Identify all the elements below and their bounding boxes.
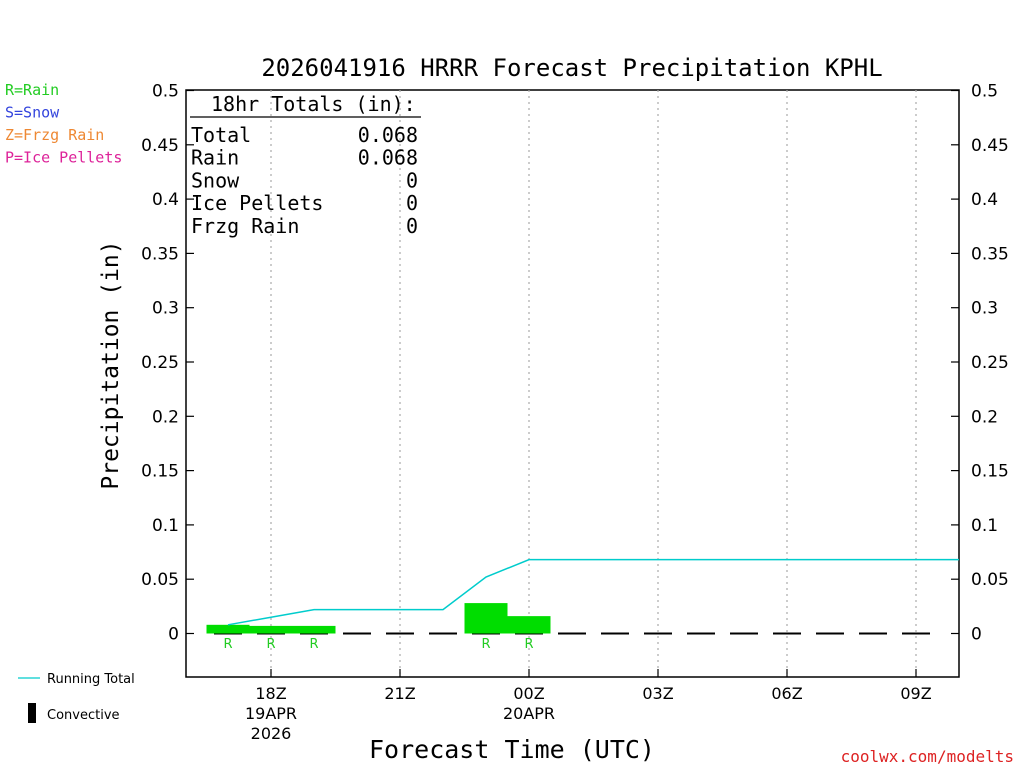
y-tick-label-right: 0.2 <box>971 407 998 427</box>
x-tick-label: 03Z <box>642 684 673 703</box>
bar-type-label: R <box>223 637 232 652</box>
credit-link[interactable]: coolwx.com/modelts <box>841 747 1014 766</box>
totals-row-label: Ice Pellets <box>191 191 323 215</box>
y-tick-label-left: 0.1 <box>152 516 179 536</box>
convective-legend-label: Convective <box>47 708 120 723</box>
precip-bar <box>206 624 250 634</box>
y-tick-label-left: 0.2 <box>152 407 179 427</box>
totals-row-label: Frzg Rain <box>191 214 299 238</box>
y-axis-right: 0.5 0.45 0.4 0.35 0.3 0.25 0.2 0.15 0.1 0.05 0 <box>951 82 1009 645</box>
y-tick-label-right: 0 <box>971 625 982 645</box>
y-tick-label-right: 0.1 <box>971 516 998 536</box>
x-tick-label: 06Z <box>771 684 802 703</box>
x-tick-label: 00Z <box>513 684 544 703</box>
y-tick-label-right: 0.5 <box>971 82 998 102</box>
convective-legend-swatch <box>28 703 36 723</box>
totals-row-value: 0 <box>406 214 418 238</box>
bar-type-label: R <box>524 637 533 652</box>
x-tick-label: 21Z <box>384 684 415 703</box>
precip-type-legend-item: Z=Frzg Rain <box>5 126 104 144</box>
y-tick-label-left: 0 <box>168 625 179 645</box>
precip-type-legend-item: R=Rain <box>5 81 59 99</box>
y-tick-label-right: 0.35 <box>971 244 1009 264</box>
totals-box: 18hr Totals (in): Total 0.068 Rain 0.068 Sno… <box>190 92 421 238</box>
precip-bar <box>249 625 293 634</box>
x-axis-title: Forecast Time (UTC) <box>369 735 655 764</box>
totals-row-value: 0.068 <box>358 123 418 147</box>
totals-row-value: 0 <box>406 168 418 192</box>
y-tick-label-left: 0.35 <box>141 244 179 264</box>
totals-row-label: Rain <box>191 146 239 170</box>
y-axis-title: Precipitation (in) <box>98 240 124 489</box>
bottom-legend: Running Total Convective <box>18 672 135 723</box>
precip-bar <box>464 603 508 634</box>
totals-heading: 18hr Totals (in): <box>211 92 416 116</box>
running-total-series <box>227 558 959 626</box>
x-tick-label: 09Z <box>900 684 931 703</box>
precip-bar <box>507 616 551 634</box>
precip-type-legend-item: S=Snow <box>5 104 60 122</box>
y-tick-label-left: 0.25 <box>141 353 179 373</box>
totals-row-label: Total <box>191 123 251 147</box>
vertical-gridlines <box>270 90 917 677</box>
precip-type-legend: R=Rain S=Snow Z=Frzg Rain P=Ice Pellets <box>5 81 122 167</box>
y-tick-label-right: 0.3 <box>971 299 998 319</box>
bar-type-label: R <box>309 637 318 652</box>
running-total-legend-label: Running Total <box>47 672 135 687</box>
precip-type-legend-item: P=Ice Pellets <box>5 149 122 167</box>
y-tick-label-left: 0.45 <box>141 136 179 156</box>
x-tick-date: 20APR <box>503 704 555 723</box>
chart-title: 2026041916 HRRR Forecast Precipitation K… <box>261 54 882 82</box>
y-tick-label-left: 0.5 <box>152 82 179 102</box>
totals-row-value: 0.068 <box>358 146 418 170</box>
y-tick-label-right: 0.4 <box>971 190 998 210</box>
y-tick-label-left: 0.4 <box>152 190 179 210</box>
running-total-line <box>227 558 959 626</box>
bar-type-label: R <box>481 637 490 652</box>
bar-type-label: R <box>266 637 275 652</box>
x-tick-date: 19APR <box>245 704 297 723</box>
totals-rows: Total 0.068 Rain 0.068 Snow 0 Ice Pellets 0 Frzg… <box>191 123 418 238</box>
y-tick-label-right: 0.05 <box>971 570 1009 590</box>
y-tick-label-right: 0.25 <box>971 353 1009 373</box>
totals-row-label: Snow <box>191 168 240 192</box>
y-tick-label-right: 0.15 <box>971 462 1009 482</box>
y-axis-left: 0.5 0.45 0.4 0.35 0.3 0.25 0.2 0.15 0.1 0.05 0 <box>141 82 194 645</box>
y-tick-label-left: 0.05 <box>141 570 179 590</box>
y-tick-label-left: 0.3 <box>152 299 179 319</box>
x-tick-year: 2026 <box>251 724 292 743</box>
totals-row-value: 0 <box>406 191 418 215</box>
y-tick-label-left: 0.15 <box>141 462 179 482</box>
x-tick-label: 18Z <box>255 684 286 703</box>
precip-bar <box>292 625 336 634</box>
precip-bars <box>206 603 551 634</box>
y-tick-label-right: 0.45 <box>971 136 1009 156</box>
plot-frame <box>185 89 960 678</box>
